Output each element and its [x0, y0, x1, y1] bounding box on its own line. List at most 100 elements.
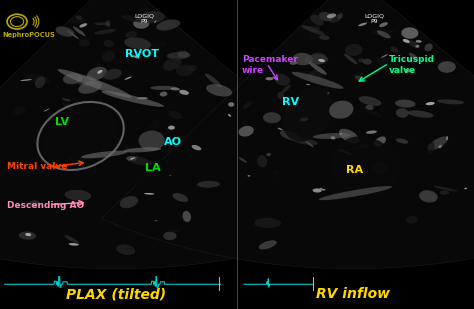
- Ellipse shape: [313, 188, 322, 193]
- Ellipse shape: [327, 13, 336, 18]
- Ellipse shape: [124, 37, 151, 49]
- Ellipse shape: [69, 158, 71, 159]
- Ellipse shape: [408, 110, 434, 118]
- Ellipse shape: [300, 117, 309, 121]
- Ellipse shape: [338, 149, 353, 155]
- Ellipse shape: [104, 40, 114, 47]
- Ellipse shape: [309, 31, 333, 40]
- Ellipse shape: [292, 53, 313, 65]
- Ellipse shape: [228, 102, 234, 107]
- Ellipse shape: [355, 75, 367, 82]
- Ellipse shape: [266, 153, 271, 156]
- Ellipse shape: [116, 244, 135, 255]
- Ellipse shape: [404, 69, 410, 73]
- Ellipse shape: [395, 99, 416, 108]
- Ellipse shape: [313, 133, 351, 139]
- Ellipse shape: [124, 145, 136, 155]
- Ellipse shape: [291, 137, 318, 145]
- Ellipse shape: [123, 156, 171, 187]
- Ellipse shape: [309, 62, 327, 75]
- Ellipse shape: [247, 175, 250, 177]
- Ellipse shape: [305, 26, 320, 31]
- Wedge shape: [101, 0, 474, 269]
- Ellipse shape: [171, 87, 180, 91]
- Text: Tricuspid
valve: Tricuspid valve: [389, 55, 435, 74]
- Ellipse shape: [81, 151, 128, 158]
- Ellipse shape: [102, 50, 115, 62]
- Ellipse shape: [76, 15, 82, 20]
- Ellipse shape: [439, 190, 449, 195]
- Ellipse shape: [446, 136, 448, 140]
- Ellipse shape: [144, 193, 155, 195]
- Ellipse shape: [349, 146, 366, 150]
- Ellipse shape: [66, 30, 79, 39]
- Ellipse shape: [167, 52, 191, 59]
- Text: LV: LV: [55, 117, 69, 127]
- Ellipse shape: [35, 76, 46, 88]
- Ellipse shape: [403, 39, 410, 43]
- Ellipse shape: [179, 90, 189, 95]
- Ellipse shape: [164, 58, 182, 70]
- Text: RVOT: RVOT: [125, 49, 159, 59]
- Ellipse shape: [319, 188, 322, 189]
- Ellipse shape: [438, 61, 456, 73]
- Ellipse shape: [94, 29, 116, 34]
- Ellipse shape: [145, 40, 166, 51]
- Ellipse shape: [44, 108, 50, 112]
- Ellipse shape: [168, 111, 182, 119]
- Ellipse shape: [170, 229, 179, 232]
- Ellipse shape: [283, 87, 334, 142]
- Ellipse shape: [168, 125, 175, 130]
- Ellipse shape: [154, 21, 156, 23]
- Ellipse shape: [206, 84, 232, 96]
- Text: LA: LA: [145, 163, 160, 173]
- Ellipse shape: [191, 145, 201, 150]
- Ellipse shape: [265, 77, 273, 80]
- Ellipse shape: [306, 84, 310, 85]
- Ellipse shape: [176, 65, 193, 76]
- Ellipse shape: [63, 73, 82, 84]
- Ellipse shape: [330, 136, 336, 139]
- Ellipse shape: [373, 163, 388, 173]
- Ellipse shape: [188, 65, 197, 71]
- Text: Mitral valve: Mitral valve: [7, 162, 68, 171]
- Text: LOGIQ
P9: LOGIQ P9: [135, 14, 155, 24]
- Ellipse shape: [71, 188, 75, 192]
- Ellipse shape: [228, 114, 231, 116]
- Ellipse shape: [319, 186, 392, 200]
- Ellipse shape: [409, 53, 419, 61]
- Ellipse shape: [379, 22, 388, 27]
- Ellipse shape: [263, 112, 281, 123]
- Text: RA: RA: [346, 165, 363, 175]
- Ellipse shape: [79, 39, 90, 47]
- Wedge shape: [0, 0, 393, 269]
- Ellipse shape: [137, 97, 148, 99]
- Ellipse shape: [138, 130, 165, 150]
- Ellipse shape: [282, 85, 291, 93]
- Ellipse shape: [396, 138, 409, 144]
- Ellipse shape: [94, 23, 109, 25]
- Ellipse shape: [78, 81, 102, 94]
- Text: LOGIQ
P9: LOGIQ P9: [365, 14, 384, 24]
- Ellipse shape: [396, 108, 409, 118]
- Ellipse shape: [427, 142, 435, 153]
- Ellipse shape: [331, 136, 399, 197]
- Ellipse shape: [290, 61, 297, 65]
- Ellipse shape: [309, 53, 327, 64]
- Ellipse shape: [319, 35, 329, 40]
- Ellipse shape: [97, 70, 102, 74]
- Ellipse shape: [138, 11, 165, 23]
- Ellipse shape: [29, 200, 40, 208]
- Ellipse shape: [25, 233, 31, 236]
- Ellipse shape: [259, 240, 277, 249]
- Ellipse shape: [328, 15, 341, 23]
- Ellipse shape: [304, 54, 328, 65]
- Ellipse shape: [339, 129, 359, 143]
- Ellipse shape: [358, 23, 367, 26]
- Ellipse shape: [433, 186, 457, 192]
- Ellipse shape: [182, 211, 191, 222]
- Ellipse shape: [160, 91, 167, 96]
- Ellipse shape: [63, 103, 75, 112]
- Ellipse shape: [55, 27, 74, 37]
- Ellipse shape: [327, 92, 329, 95]
